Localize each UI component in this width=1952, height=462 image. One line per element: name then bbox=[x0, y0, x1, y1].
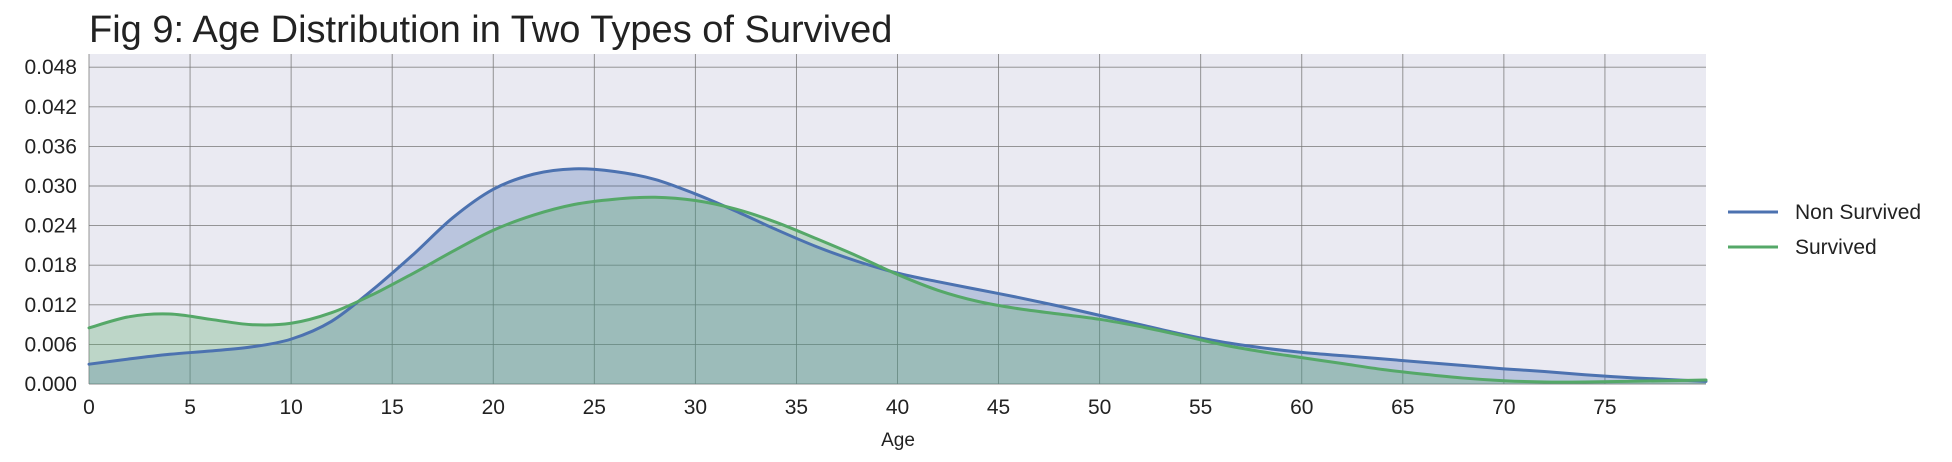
y-tick-label: 0.006 bbox=[24, 333, 77, 356]
x-tick-label: 30 bbox=[684, 396, 707, 419]
series-area-0 bbox=[89, 168, 1706, 384]
chart-title: Fig 9: Age Distribution in Two Types of … bbox=[89, 9, 892, 51]
y-tick-label: 0.036 bbox=[24, 135, 77, 158]
x-axis-label: Age bbox=[881, 430, 915, 451]
x-tick-label: 55 bbox=[1189, 396, 1212, 419]
series-area-1 bbox=[89, 197, 1706, 384]
x-tick-label: 15 bbox=[381, 396, 404, 419]
x-tick-label: 65 bbox=[1391, 396, 1414, 419]
x-tick-label: 50 bbox=[1088, 396, 1111, 419]
grid-y bbox=[89, 66, 1706, 385]
x-tick-label: 10 bbox=[279, 396, 302, 419]
y-tick-label: 0.018 bbox=[24, 254, 77, 277]
grid-x bbox=[88, 54, 1606, 384]
x-tick-label: 20 bbox=[482, 396, 505, 419]
y-tick-label: 0.012 bbox=[24, 294, 77, 317]
legend-label-0: Non Survived bbox=[1795, 201, 1921, 224]
x-tick-label: 40 bbox=[886, 396, 909, 419]
legend-label-1: Survived bbox=[1795, 236, 1877, 259]
x-tick-label: 0 bbox=[83, 396, 95, 419]
series-lines bbox=[87, 167, 1708, 384]
x-tick-label: 35 bbox=[785, 396, 808, 419]
x-tick-label: 75 bbox=[1593, 396, 1616, 419]
x-tick-label: 5 bbox=[184, 396, 196, 419]
x-tick-label: 70 bbox=[1492, 396, 1515, 419]
legend: Non Survived Survived bbox=[1728, 201, 1921, 259]
series-line-1 bbox=[87, 195, 1708, 384]
y-tick-labels: 0.000 0.006 0.012 0.018 0.024 0.030 0.036 0.042… bbox=[24, 56, 77, 396]
series-fills bbox=[89, 168, 1706, 384]
y-tick-label: 0.042 bbox=[24, 96, 77, 119]
x-tick-label: 60 bbox=[1290, 396, 1313, 419]
x-tick-label: 25 bbox=[583, 396, 606, 419]
y-tick-label: 0.000 bbox=[24, 373, 77, 396]
x-tick-labels: 0 5 10 15 20 25 30 35 40 45 50 55 60 65 70 75 bbox=[83, 396, 1616, 419]
y-tick-label: 0.048 bbox=[24, 56, 77, 79]
y-tick-label: 0.030 bbox=[24, 175, 77, 198]
y-tick-label: 0.024 bbox=[24, 215, 77, 238]
x-tick-label: 45 bbox=[987, 396, 1010, 419]
